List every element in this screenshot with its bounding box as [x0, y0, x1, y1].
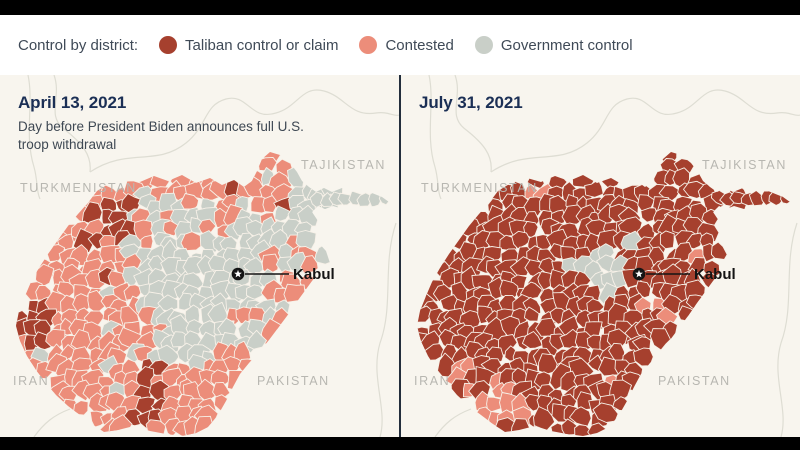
district-cell-contested	[300, 255, 319, 274]
district-cell-taliban	[659, 230, 675, 250]
country-label-tajikistan: TAJIKISTAN	[702, 158, 787, 172]
neighbor-border-line	[376, 222, 397, 437]
neighbor-border-line	[428, 75, 442, 200]
neighbor-border-line	[53, 75, 91, 173]
legend-item-government: Government control	[474, 36, 633, 54]
neighbor-border-line	[33, 408, 71, 437]
district-cell-taliban	[633, 347, 654, 367]
district-cell-government	[313, 243, 336, 265]
country-label-pakistan: PAKISTAN	[658, 374, 731, 388]
district-cell-contested	[223, 356, 243, 375]
afghanistan-map-april: TURKMENISTAN TAJIKISTAN IRAN PAKISTAN Kabul	[13, 75, 399, 437]
country-label-turkmenistan: TURKMENISTAN	[20, 181, 137, 195]
district-cell-contested	[180, 193, 200, 210]
country-label-turkmenistan: TURKMENISTAN	[421, 181, 538, 195]
district-cell-government	[147, 255, 165, 274]
afghanistan-map-july: TURKMENISTAN TAJIKISTAN IRAN PAKISTAN Kabul	[414, 75, 800, 437]
kabul-marker-icon	[231, 267, 289, 281]
panel-divider	[399, 75, 401, 437]
district-cell-contested	[35, 263, 55, 289]
district-cell-taliban	[561, 204, 584, 226]
district-cell-contested	[283, 283, 306, 303]
country-label-tajikistan: TAJIKISTAN	[301, 158, 386, 172]
legend-item-label: Government control	[500, 36, 633, 54]
district-cell-taliban	[569, 406, 592, 427]
district-cell-taliban	[533, 406, 556, 432]
legend-item-taliban: Taliban control or claim	[159, 36, 338, 54]
district-cell-contested	[180, 231, 202, 252]
neighbor-border-line	[777, 222, 798, 437]
kabul-label: Kabul	[293, 266, 335, 283]
district-mosaic	[417, 152, 792, 436]
district-cell-government	[246, 329, 267, 350]
country-label-iran: IRAN	[13, 374, 49, 388]
map-panel-april: TURKMENISTAN TAJIKISTAN IRAN PAKISTAN Kabul …	[0, 75, 399, 437]
neighbor-border-line	[27, 75, 41, 200]
district-cell-contested	[226, 370, 246, 392]
kabul-label: Kabul	[694, 266, 736, 283]
graphic-content: Control by district: Taliban control or …	[0, 15, 800, 437]
district-cell-taliban	[748, 190, 767, 207]
district-cell-taliban	[592, 402, 619, 423]
district-cell-taliban	[584, 179, 604, 198]
map-panel-july: TURKMENISTAN TAJIKISTAN IRAN PAKISTAN Kabul …	[401, 75, 800, 437]
district-cell-government	[337, 192, 354, 206]
district-cell-contested	[56, 281, 75, 298]
district-cell-taliban	[458, 310, 483, 330]
legend-item-label: Contested	[385, 36, 454, 54]
government-swatch-icon	[474, 36, 493, 54]
district-cell-taliban	[521, 331, 544, 349]
neighbor-border-line	[89, 89, 399, 173]
district-cell-taliban	[649, 328, 671, 351]
country-label-iran: IRAN	[414, 374, 450, 388]
legend-item-contested: Contested	[359, 36, 454, 54]
legend-title: Control by district:	[18, 36, 139, 54]
country-label-pakistan: PAKISTAN	[257, 374, 330, 388]
district-cell-contested	[87, 289, 107, 314]
district-cell-taliban	[559, 328, 582, 350]
legend: Control by district: Taliban control or …	[0, 15, 800, 75]
district-cell-taliban	[600, 167, 623, 190]
district-cell-taliban	[523, 306, 540, 322]
contested-swatch-icon	[359, 36, 378, 54]
district-cell-taliban	[780, 189, 792, 205]
neighbor-border-line	[454, 75, 492, 173]
district-cell-government	[378, 192, 391, 206]
district-cell-government	[246, 284, 266, 301]
legend-item-label: Taliban control or claim	[185, 36, 339, 54]
district-cell-taliban	[499, 279, 519, 301]
district-cell-government	[356, 192, 374, 207]
district-cell-government	[368, 189, 381, 208]
maps-container: TURKMENISTAN TAJIKISTAN IRAN PAKISTAN Kabul …	[0, 75, 800, 437]
district-cell-taliban	[710, 241, 728, 260]
taliban-swatch-icon	[159, 36, 178, 54]
neighbor-border-line	[490, 89, 800, 173]
district-cell-taliban	[677, 305, 699, 322]
district-cell-contested	[213, 394, 233, 413]
kabul-marker-icon	[632, 267, 690, 281]
neighbor-border-line	[434, 408, 472, 437]
district-cell-taliban	[520, 281, 543, 301]
district-cell-government	[274, 205, 292, 222]
